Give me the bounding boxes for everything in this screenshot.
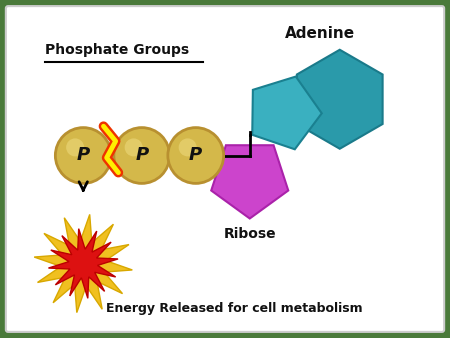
Text: P: P <box>135 146 148 165</box>
Text: P: P <box>189 146 202 165</box>
Circle shape <box>125 138 143 156</box>
Circle shape <box>55 128 111 184</box>
Text: Energy Released for cell metabolism: Energy Released for cell metabolism <box>106 302 362 315</box>
Polygon shape <box>211 145 288 218</box>
Circle shape <box>179 138 197 156</box>
Polygon shape <box>49 229 118 298</box>
Text: P: P <box>76 146 90 165</box>
Polygon shape <box>297 50 382 149</box>
Circle shape <box>114 128 170 184</box>
Circle shape <box>168 128 224 184</box>
Text: Phosphate Groups: Phosphate Groups <box>45 43 189 57</box>
Polygon shape <box>252 76 322 149</box>
Text: Ribose: Ribose <box>224 227 276 241</box>
Circle shape <box>66 138 84 156</box>
Text: Adenine: Adenine <box>284 26 355 42</box>
Polygon shape <box>34 214 132 313</box>
FancyBboxPatch shape <box>6 6 444 332</box>
